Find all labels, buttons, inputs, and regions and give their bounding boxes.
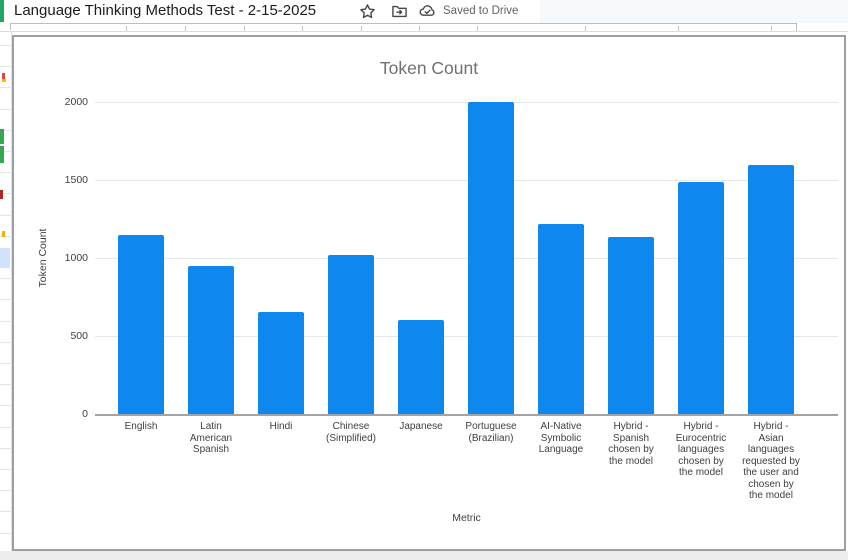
x-tick-label-hybrid-eurocentric-languages: Hybrid - Eurocentric languages chosen by… [675, 421, 727, 478]
cloud-check-icon [419, 5, 435, 16]
x-tick-label-chinese-simplified: Chinese (Simplified) [325, 421, 376, 444]
cloud-saved-indicator [417, 1, 437, 21]
bottom-edge-strip [0, 551, 848, 560]
row-gridline [0, 129, 11, 131]
saved-status: Saved to Drive [443, 5, 519, 17]
column-gridline-tick [419, 26, 420, 31]
row-gridline [0, 45, 11, 46]
row-gridline [0, 405, 11, 407]
x-tick-label-hindi: Hindi [269, 421, 293, 432]
y-tick-label-0: 0 [82, 408, 88, 420]
x-tick-label-hybrid-spanish-chosen: Hybrid - Spanish chosen by the model [608, 421, 654, 467]
row-gridline [0, 299, 11, 301]
row-gridline [0, 87, 11, 89]
x-tick-label-portuguese-brazilian: Portuguese (Brazilian) [465, 421, 517, 444]
y-tick-label-2000: 2000 [64, 96, 88, 108]
x-axis-title: Metric [452, 512, 481, 524]
bar-hindi[interactable] [258, 311, 304, 414]
column-header-line [0, 31, 848, 32]
x-tick-label-hybrid-asian-languages: Hybrid - Asian languages requested by th… [742, 421, 800, 501]
chart-title: Token Count [379, 58, 479, 78]
column-gridline-tick [477, 26, 478, 31]
cell-color-sliver [2, 73, 5, 79]
cell-color-sliver [2, 231, 5, 237]
spreadsheet-left-edge [0, 32, 12, 551]
move-to-folder-button[interactable] [390, 1, 410, 21]
row-gridline [0, 108, 11, 110]
column-gridline-tick [678, 26, 679, 31]
row-gridline [0, 341, 11, 343]
bar-hybrid-spanish-chosen[interactable] [608, 236, 654, 414]
bar-portuguese-brazilian[interactable] [468, 102, 514, 414]
row-gridline [0, 235, 11, 237]
row-gridline [0, 490, 11, 492]
document-title[interactable]: Language Thinking Methods Test - 2-15-20… [14, 2, 317, 19]
column-gridline-tick [244, 26, 245, 31]
sheet-header-line [10, 23, 797, 24]
row-gridline [0, 363, 11, 364]
column-gridline-tick [361, 26, 362, 31]
chart-overlay-panel[interactable]: Token Count Token Count Metric 0 500 1000 1… [12, 35, 846, 551]
y-tick-label-1500: 1500 [64, 174, 88, 186]
cell-color-sliver [0, 248, 10, 268]
column-gridline-tick [126, 26, 127, 31]
bar-japanese[interactable] [398, 320, 444, 414]
bar-hybrid-asian-languages[interactable] [748, 165, 794, 414]
column-gridline-tick [302, 26, 303, 31]
cell-color-sliver [0, 190, 3, 199]
cell-color-sliver [2, 79, 6, 82]
bar-chinese-simplified[interactable] [328, 254, 374, 414]
row-gridline [0, 151, 11, 152]
row-gridline [0, 511, 11, 513]
y-tick-label-500: 500 [70, 330, 88, 342]
toolbar-background [540, 0, 848, 23]
row-gridline [0, 214, 11, 216]
bar-english[interactable] [118, 234, 164, 414]
y-tick-label-1000: 1000 [64, 252, 88, 264]
x-tick-label-latin-american-spanish: Latin American Spanish [189, 421, 233, 455]
x-tick-label-english: English [124, 421, 158, 432]
x-tick-label-ai-native-symbolic: AI-Native Symbolic Language [538, 421, 584, 455]
star-button[interactable] [358, 1, 378, 21]
plot-area [95, 102, 838, 416]
row-gridline [0, 193, 11, 195]
row-gridline [0, 532, 11, 534]
cell-color-sliver [0, 146, 4, 163]
row-gridline [0, 447, 11, 449]
row-gridline [0, 469, 11, 470]
row-gridline [0, 278, 11, 280]
gridline-2000 [95, 102, 838, 103]
star-icon [360, 3, 375, 18]
column-gridline-tick [585, 26, 586, 31]
gridline-1000 [95, 258, 838, 259]
bar-hybrid-eurocentric-languages[interactable] [678, 182, 724, 414]
row-gridline [0, 172, 11, 174]
sheet-header-line-end [796, 23, 797, 32]
gridline-1500 [95, 180, 838, 181]
row-gridline [0, 66, 11, 68]
bar-latin-american-spanish[interactable] [188, 265, 234, 414]
sheet-header-line-end [10, 23, 11, 30]
cell-color-sliver [0, 129, 4, 144]
bar-ai-native-symbolic[interactable] [538, 224, 584, 414]
folder-move-icon [392, 5, 407, 17]
row-gridline [0, 384, 11, 386]
column-gridline-tick [185, 26, 186, 31]
x-tick-label-japanese: Japanese [399, 421, 443, 432]
row-gridline [0, 320, 11, 322]
sheets-accent-sliver [0, 0, 4, 22]
gridline-500 [95, 336, 838, 337]
column-gridline-tick [771, 26, 772, 31]
row-gridline [0, 426, 11, 428]
